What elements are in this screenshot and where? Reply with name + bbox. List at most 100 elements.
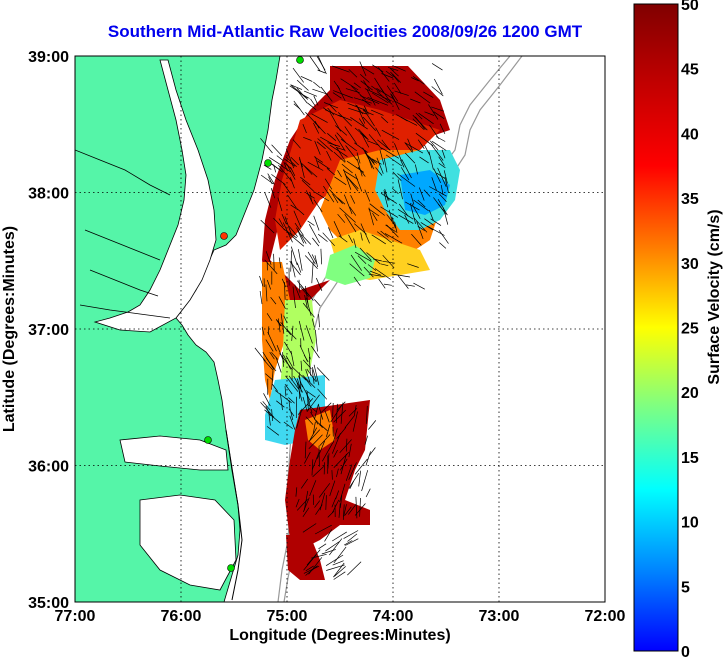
velocity-vector [334,134,346,152]
velocity-vector [371,85,381,93]
velocity-vector [289,85,308,99]
velocity-vector [333,571,346,580]
velocity-vector [364,189,371,202]
velocity-vector [410,98,421,104]
velocity-vector [263,359,274,371]
velocity-vector [307,220,315,226]
velocity-vector [305,416,314,425]
velocity-vector [338,114,352,121]
velocity-vector [329,538,343,556]
velocity-vector [284,383,293,395]
velocity-vector [332,531,347,542]
velocity-vector [391,216,396,229]
velocity-vector [285,375,299,392]
velocity-vector [327,107,335,116]
velocity-vector [340,402,344,424]
velocity-vector [332,560,344,566]
velocity-vector [423,91,434,98]
velocity-vector [301,179,315,193]
velocity-vector [302,507,310,517]
y-axis-label: Latitude (Degrees:Minutes) [1,226,18,432]
velocity-vector [329,189,343,205]
velocity-vector [284,162,292,170]
james-river [79,304,171,319]
velocity-vector [344,126,357,144]
velocity-vector [431,86,444,97]
velocity-vector [276,400,285,408]
velocity-vector [283,158,296,167]
velocity-vector [316,56,326,71]
velocity-vector [312,466,325,478]
velocity-vector [333,90,353,99]
velocity-vector [363,266,374,278]
colorbar-label: Surface Velocity (cm/s) [706,209,723,384]
velocity-vector [302,302,315,318]
velocity-vector [391,273,410,278]
velocity-vector [363,80,370,91]
velocity-vector [317,138,333,153]
velocity-vector [336,468,339,478]
velocity-vector [294,222,304,236]
velocity-vector [336,84,346,102]
velocity-vector [302,123,307,134]
velocity-vector [333,546,347,564]
velocity-vector [370,109,384,116]
velocity-vector [315,420,323,429]
velocity-vector [363,105,369,115]
velocity-vector [414,91,431,104]
velocity-vector [310,98,316,107]
x-axis-ticks: 77:00 76:00 75:00 74:00 73:00 72:00 [55,608,626,625]
velocity-vector [311,345,320,359]
velocity-vector [300,75,313,82]
velocity-vector [307,251,316,265]
velocity-vector [343,504,347,517]
velocity-vector [286,163,296,180]
velocity-vector [355,496,358,519]
velocity-vector [350,85,367,101]
velocity-vector [265,251,272,265]
velocity-vector [394,100,411,110]
velocity-vector [268,157,283,167]
velocity-vector [296,408,303,429]
potomac-river [75,149,171,196]
velocity-vector [391,187,399,194]
colorbar-tick-label: 5 [681,579,690,596]
velocity-vector [418,187,425,201]
velocity-vector [261,326,265,336]
velocity-vector [375,127,381,137]
velocity-vector [317,388,328,400]
velocity-vector [376,231,393,244]
velocity-vector [333,221,342,238]
velocity-vector [295,487,298,497]
velocity-vector [412,118,425,130]
velocity-vector [266,313,273,321]
velocity-vector [312,421,316,434]
velocity-vector [259,290,263,305]
velocity-vector [362,116,377,131]
velocity-vector [326,564,345,571]
velocity-vector [314,403,319,420]
velocity-vector [304,255,318,270]
velocity-vector [360,133,368,140]
velocity-vector [394,143,402,162]
velocity-vector [260,138,273,154]
velocity-vector [266,279,272,290]
velocity-vector [353,97,372,104]
velocity-vector [254,347,266,362]
velocity-vector [441,149,446,159]
velocity-vector [319,492,326,511]
velocity-vector [327,453,330,469]
velocity-vector [380,192,397,204]
velocity-vector [438,156,445,166]
velocity-vector [300,478,309,489]
colorbar-ticks: 50 45 40 35 30 25 20 15 10 5 0 [681,0,699,659]
velocity-vector [298,279,301,293]
velocity-vector [263,164,272,170]
radar-station-marker [264,159,272,167]
velocity-vector [306,368,317,382]
velocity-vector [350,117,368,130]
velocity-field [262,66,460,580]
chesapeake-bay [93,59,217,333]
velocity-vector [320,86,333,102]
velocity-vector [273,217,286,231]
